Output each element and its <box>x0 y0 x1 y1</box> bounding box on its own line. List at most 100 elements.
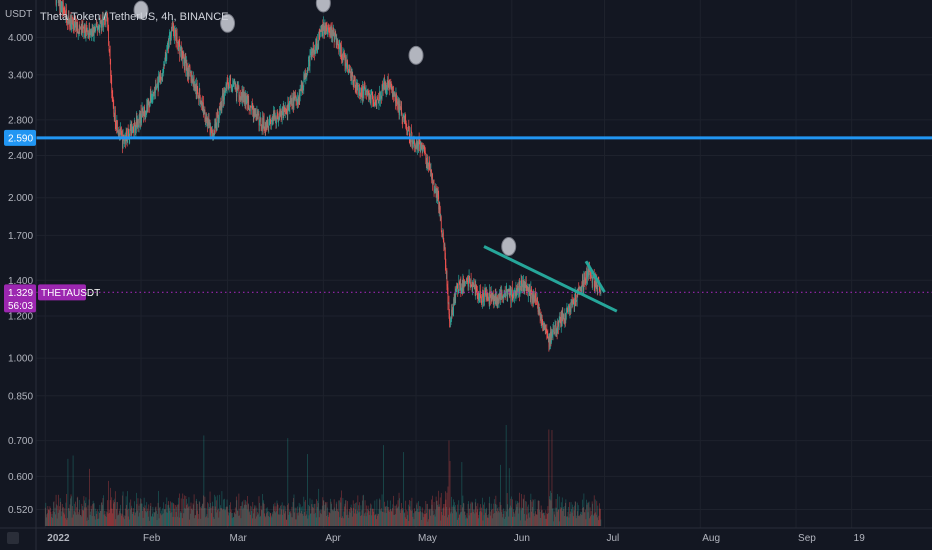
volume-bar <box>331 509 333 526</box>
volume-bar <box>194 518 195 526</box>
volume-bar <box>222 510 223 526</box>
candle-body <box>365 90 367 92</box>
candle-body <box>234 82 236 84</box>
event-marker-icon[interactable] <box>408 45 424 65</box>
candle-body <box>311 48 313 59</box>
candle-body <box>284 107 286 112</box>
candle-body <box>199 96 201 102</box>
volume-bar <box>342 497 344 526</box>
candle-body <box>372 96 374 102</box>
volume-bar <box>258 513 259 526</box>
volume-bar <box>493 499 495 526</box>
volume-bar <box>334 510 336 526</box>
volume-bar <box>172 516 174 526</box>
volume-bar <box>144 505 146 526</box>
candle-body <box>269 118 271 122</box>
candle-body <box>274 111 275 118</box>
volume-bar <box>588 502 589 526</box>
z-logo-icon[interactable] <box>7 532 19 544</box>
y-tick-label: 1.000 <box>8 354 33 365</box>
candle-body <box>546 330 548 334</box>
candle-body <box>190 71 191 73</box>
volume-bar <box>208 503 209 526</box>
volume-bar <box>94 516 96 526</box>
descending-trendline[interactable] <box>483 245 618 313</box>
volume-bar <box>455 512 457 526</box>
volume-bar <box>466 513 468 526</box>
candle-body <box>474 286 476 288</box>
candle-body <box>94 29 96 31</box>
event-marker-icon[interactable] <box>220 13 236 33</box>
volume-bar <box>107 513 109 526</box>
candle-body <box>292 104 293 106</box>
candle-body <box>266 122 268 127</box>
volume-bar <box>455 505 457 526</box>
volume-bar <box>310 513 312 526</box>
event-marker-icon[interactable] <box>501 236 517 256</box>
candle-body <box>488 296 489 298</box>
candle-body <box>141 108 143 118</box>
candle-body <box>170 36 172 41</box>
volume-bar <box>91 516 93 526</box>
candle-body <box>465 281 466 283</box>
candle-body <box>545 329 547 331</box>
candle-body <box>303 74 305 88</box>
time-axis[interactable]: 2022 Feb Mar Apr May Jun Jul Aug Sep 19 <box>0 527 932 544</box>
volume-bar <box>301 506 303 526</box>
volume-bar <box>353 503 355 526</box>
volume-bar <box>518 502 520 526</box>
event-marker-icon[interactable] <box>315 0 331 13</box>
volume-bar <box>146 502 148 526</box>
candle-body <box>121 134 123 137</box>
candle-body <box>308 60 309 71</box>
candle-body <box>140 110 142 123</box>
volume-bar <box>565 499 567 526</box>
volume-bar <box>45 502 47 526</box>
candle-body <box>274 111 276 120</box>
candle-body <box>334 37 336 41</box>
volume-bar <box>506 511 508 526</box>
candle-body <box>472 285 474 293</box>
volume-bar <box>378 509 380 526</box>
volume-bar <box>348 511 350 526</box>
volume-bar <box>548 513 549 526</box>
candle-body <box>253 111 255 119</box>
candle-body <box>531 291 533 300</box>
volume-bar <box>523 494 525 526</box>
candle-body <box>434 191 435 192</box>
candle-body <box>444 244 446 253</box>
volume-bar <box>513 509 514 526</box>
event-marker-icon[interactable] <box>133 0 149 20</box>
candle-body <box>492 296 494 300</box>
candle-body <box>531 286 532 292</box>
candle-body <box>163 63 165 73</box>
candle-body <box>379 92 381 100</box>
candle-body <box>94 29 96 31</box>
price-axis[interactable]: 4.0003.4002.8002.4002.0001.7001.4001.200… <box>8 0 37 550</box>
volume-bar <box>503 508 504 526</box>
candle-body <box>365 91 366 96</box>
symbol-tag <box>38 284 86 301</box>
candle-body <box>335 35 337 46</box>
candle-body <box>238 86 239 89</box>
candle-body <box>87 30 89 39</box>
volume-bar <box>581 514 583 526</box>
candle-body <box>250 107 252 112</box>
breakout-arrow-line[interactable] <box>584 260 606 293</box>
candle-body <box>532 294 533 300</box>
y-tick-label: 0.520 <box>8 505 33 516</box>
candle-body <box>89 31 91 35</box>
candle-body <box>262 117 264 129</box>
volume-bar <box>256 507 258 526</box>
volume-bar <box>543 512 545 526</box>
candle-body <box>198 88 200 100</box>
candle-body <box>113 106 115 114</box>
volume-bar <box>217 510 219 526</box>
volume-bar <box>576 515 578 526</box>
candle-body <box>538 304 540 314</box>
candle-body <box>324 30 325 34</box>
candle-body <box>182 53 184 65</box>
volume-bar <box>568 506 569 526</box>
candle-body <box>448 302 449 304</box>
